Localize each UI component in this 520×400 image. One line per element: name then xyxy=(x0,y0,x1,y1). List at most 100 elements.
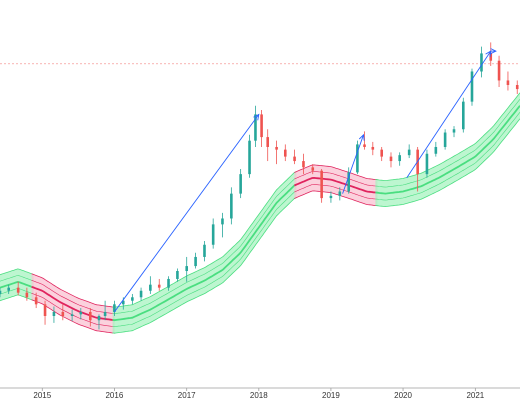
candle-body xyxy=(7,287,10,291)
candle-body xyxy=(338,191,342,196)
candle-body xyxy=(407,149,411,156)
trend-arrows xyxy=(114,48,497,313)
band-line xyxy=(112,171,297,308)
candle-body xyxy=(34,297,38,305)
trend-arrow-head xyxy=(253,113,260,121)
candle-body xyxy=(203,244,206,257)
band-line xyxy=(31,280,115,314)
candle-body xyxy=(293,156,296,162)
band-line xyxy=(294,171,378,187)
candle-body xyxy=(515,84,519,90)
moving-average-band xyxy=(0,92,520,334)
band-fill-segment xyxy=(375,92,520,207)
candle-body xyxy=(389,156,393,162)
x-tick-label: 2016 xyxy=(105,391,123,400)
band-line xyxy=(112,197,297,334)
candle-body xyxy=(452,129,456,133)
candle-body xyxy=(113,304,116,312)
candle-body xyxy=(88,311,92,321)
band-line xyxy=(375,92,520,182)
candle-body xyxy=(320,170,323,199)
candle-body xyxy=(398,155,401,162)
band-line xyxy=(31,273,115,308)
band-line xyxy=(112,183,297,322)
x-tick-label: 2017 xyxy=(178,391,196,400)
x-tick-label: 2019 xyxy=(322,391,340,400)
band-fill-segment xyxy=(112,171,297,334)
candle-body xyxy=(211,224,215,245)
band-fill-segment xyxy=(31,273,115,334)
candle-body xyxy=(497,60,501,81)
band-line xyxy=(294,184,378,200)
candle-body xyxy=(260,114,263,138)
candle-body xyxy=(52,311,56,316)
candle-body xyxy=(311,167,315,171)
band-line xyxy=(31,285,115,322)
band-line xyxy=(294,176,378,194)
trend-arrow-head xyxy=(485,50,492,58)
band-line xyxy=(375,112,520,201)
candle-body xyxy=(470,71,474,102)
candle-body xyxy=(461,101,465,130)
band-line xyxy=(0,275,34,282)
candle-body xyxy=(506,80,510,85)
candle-body xyxy=(254,114,257,141)
candle-body xyxy=(149,284,152,291)
band-line xyxy=(112,190,297,328)
band-line xyxy=(375,118,520,208)
candle-body xyxy=(176,271,179,279)
band-line xyxy=(0,280,34,289)
candle-body xyxy=(356,144,359,173)
trend-arrow-head xyxy=(490,48,497,55)
candle-body xyxy=(371,146,375,150)
candle-body xyxy=(489,53,493,61)
band-line xyxy=(112,177,297,315)
band-line xyxy=(375,99,520,188)
band-line xyxy=(0,294,34,302)
candle-body xyxy=(70,314,74,316)
candle-body xyxy=(380,149,384,157)
candle-body xyxy=(363,144,366,147)
candle-body xyxy=(194,256,197,267)
band-line xyxy=(294,190,378,207)
candle-body xyxy=(221,218,224,225)
x-tick-label: 2018 xyxy=(250,391,268,400)
band-line xyxy=(0,288,34,295)
trend-arrow-line xyxy=(406,50,492,178)
candle-body xyxy=(329,195,333,199)
candle-body xyxy=(302,161,305,168)
candle-body xyxy=(167,278,170,288)
x-tick-label: 2020 xyxy=(394,391,412,400)
trend-arrow-head xyxy=(358,133,365,141)
candle-body xyxy=(79,311,83,315)
candle-body xyxy=(443,132,447,147)
candle-body xyxy=(248,140,251,175)
candle-body xyxy=(157,284,161,288)
candle-body xyxy=(131,297,134,301)
band-line xyxy=(375,105,520,195)
band-fill-segment xyxy=(294,164,378,206)
candle-body xyxy=(230,193,233,219)
candle-body xyxy=(0,290,2,294)
candle-body xyxy=(283,149,287,157)
candle-body xyxy=(347,172,351,192)
candle-body xyxy=(103,311,107,316)
candle-body xyxy=(25,292,29,298)
band-line xyxy=(294,164,378,181)
band-line xyxy=(0,268,34,276)
candle-body xyxy=(425,153,429,175)
candle-body xyxy=(185,266,189,272)
candle-body xyxy=(61,311,65,316)
trend-arrow-line xyxy=(342,134,364,194)
candle-body xyxy=(434,146,438,154)
candle-body xyxy=(43,304,47,316)
candle-body xyxy=(97,315,101,321)
candle-body xyxy=(266,137,270,147)
trend-arrow-line xyxy=(114,114,260,313)
candle-body xyxy=(16,287,20,293)
candle-body xyxy=(275,146,278,150)
candle-body xyxy=(480,53,483,72)
x-tick-label: 2021 xyxy=(466,391,484,400)
candle-body xyxy=(239,174,242,194)
